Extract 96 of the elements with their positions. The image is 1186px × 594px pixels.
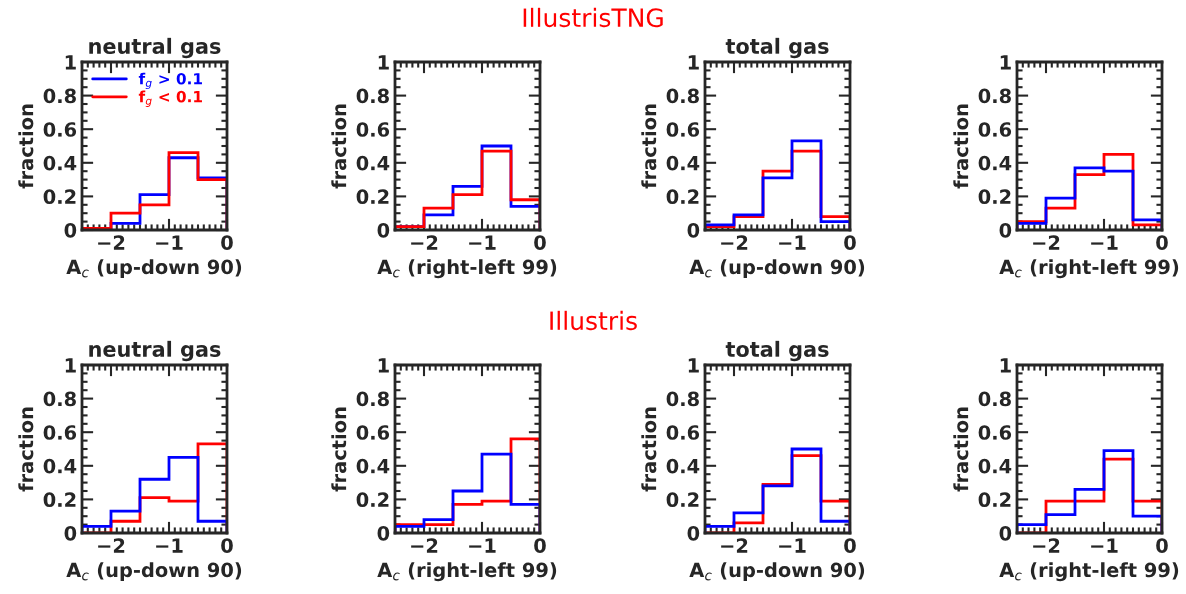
y-tick-label: 1 xyxy=(378,55,389,70)
x-tick-label: −1 xyxy=(779,235,806,250)
y-tick-label: 0.6 xyxy=(356,425,390,440)
x-tick-label: 0 xyxy=(534,235,546,250)
y-tick-label: 0 xyxy=(64,525,77,541)
text: IllustrisTNG xyxy=(523,7,663,28)
y-tick-label: 0 xyxy=(999,222,1012,238)
y-tick-label: 0.4 xyxy=(356,155,390,171)
y-tick-label: 0 xyxy=(64,222,77,238)
x-tick-label: −1 xyxy=(156,235,183,250)
x-tick-label: −2 xyxy=(411,538,438,553)
y-tick-label: 1 xyxy=(1000,358,1011,373)
y-tick-label: 0.4 xyxy=(356,458,390,474)
x-axis-title: A$_{c}$ (right-left 99) xyxy=(377,259,557,279)
x-axis-title: A$_{c}$ (up-down 90) xyxy=(66,562,242,582)
y-tick-label: 0.4 xyxy=(666,458,700,474)
y-axis-title: fraction xyxy=(18,104,34,189)
y-tick-label: 0.2 xyxy=(43,189,76,205)
y-tick-label: 0.2 xyxy=(356,189,389,205)
x-tick-label: −1 xyxy=(1091,538,1118,553)
y-axis-title: fraction xyxy=(641,104,657,189)
x-tick-label: −1 xyxy=(1091,235,1118,250)
x-tick-label: −2 xyxy=(1033,235,1060,250)
x-tick-label: −2 xyxy=(721,538,748,553)
y-tick-label: 0 xyxy=(687,222,700,238)
x-tick-label: −1 xyxy=(469,235,496,250)
y-tick-label: 1 xyxy=(65,55,76,70)
y-tick-label: 0.2 xyxy=(43,492,76,508)
y-tick-label: 0.6 xyxy=(978,122,1012,137)
y-tick-label: 0.8 xyxy=(978,391,1011,407)
y-tick-label: 0.2 xyxy=(666,492,699,508)
x-axis-title: A$_{c}$ (up-down 90) xyxy=(689,562,865,582)
x-tick-label: −2 xyxy=(411,235,438,250)
x-tick-label: 0 xyxy=(221,235,233,250)
y-tick-label: 0.8 xyxy=(666,88,699,104)
y-tick-label: 0.8 xyxy=(666,391,699,407)
x-axis-title: A$_{c}$ (up-down 90) xyxy=(689,259,865,279)
y-axis-title: fraction xyxy=(18,407,34,492)
chart-title: neutral gas xyxy=(89,37,221,59)
x-tick-label: −1 xyxy=(779,538,806,553)
x-tick-label: 0 xyxy=(844,235,856,250)
y-tick-label: 1 xyxy=(1000,55,1011,70)
y-tick-label: 0.8 xyxy=(978,88,1011,104)
y-tick-label: 1 xyxy=(688,55,699,70)
x-tick-label: −1 xyxy=(156,538,183,553)
y-tick-label: 1 xyxy=(378,358,389,373)
x-axis-title: A$_{c}$ (right-left 99) xyxy=(999,259,1179,279)
y-tick-label: 0.6 xyxy=(43,122,77,137)
y-tick-label: 0.4 xyxy=(43,458,77,474)
y-tick-label: 0 xyxy=(999,525,1012,541)
y-tick-label: 0 xyxy=(687,525,700,541)
x-tick-label: 0 xyxy=(221,538,233,553)
y-tick-label: 0.2 xyxy=(666,189,699,205)
y-tick-label: 0.2 xyxy=(978,492,1011,508)
chart-title: neutral gas xyxy=(89,340,221,362)
y-tick-label: 0.8 xyxy=(43,88,76,104)
y-tick-label: 0.8 xyxy=(356,391,389,407)
y-tick-label: 0.8 xyxy=(356,88,389,104)
y-tick-label: 1 xyxy=(688,358,699,373)
y-axis-title: fraction xyxy=(953,407,969,492)
y-tick-label: 0.6 xyxy=(356,122,390,137)
x-tick-label: 0 xyxy=(534,538,546,553)
y-tick-label: 0.2 xyxy=(978,189,1011,205)
x-tick-label: −2 xyxy=(98,235,125,250)
x-tick-label: 0 xyxy=(1156,538,1168,553)
y-axis-title: fraction xyxy=(641,407,657,492)
chart-title: total gas xyxy=(725,340,829,362)
y-tick-label: 0.6 xyxy=(666,122,700,137)
y-tick-label: 0.4 xyxy=(978,155,1012,171)
x-tick-label: −2 xyxy=(98,538,125,553)
y-tick-label: 0 xyxy=(377,525,390,541)
x-tick-label: −1 xyxy=(469,538,496,553)
y-tick-label: 0.6 xyxy=(43,425,77,440)
x-tick-label: 0 xyxy=(1156,235,1168,250)
y-axis-title: fraction xyxy=(331,407,347,492)
y-tick-label: 0.4 xyxy=(666,155,700,171)
y-tick-label: 0.6 xyxy=(666,425,700,440)
y-tick-label: 0.2 xyxy=(356,492,389,508)
y-tick-label: 0.4 xyxy=(978,458,1012,474)
legend-label: f$_{g}$ > 0.1 xyxy=(138,72,202,90)
y-axis-title: fraction xyxy=(953,104,969,189)
y-tick-label: 0.6 xyxy=(978,425,1012,440)
x-axis-title: A$_{c}$ (right-left 99) xyxy=(999,562,1179,582)
y-axis-title: fraction xyxy=(331,104,347,189)
y-tick-label: 0 xyxy=(377,222,390,238)
legend-label: f$_{g}$ < 0.1 xyxy=(138,90,202,107)
y-tick-label: 1 xyxy=(65,358,76,373)
y-tick-label: 0.8 xyxy=(43,391,76,407)
x-tick-label: −2 xyxy=(1033,538,1060,553)
chart-title: total gas xyxy=(725,37,829,59)
x-axis-title: A$_{c}$ (up-down 90) xyxy=(66,259,242,279)
y-tick-label: 0.4 xyxy=(43,155,77,171)
x-tick-label: 0 xyxy=(844,538,856,553)
text: Illustris xyxy=(550,310,637,331)
x-tick-label: −2 xyxy=(721,235,748,250)
x-axis-title: A$_{c}$ (right-left 99) xyxy=(377,562,557,582)
